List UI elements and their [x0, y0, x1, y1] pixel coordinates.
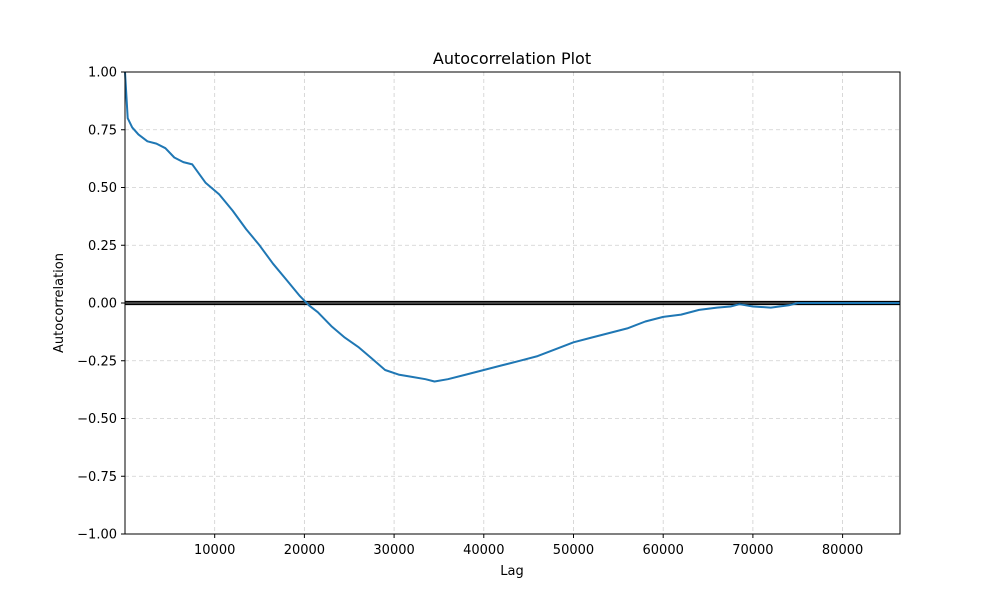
x-tick-label: 10000	[194, 543, 235, 558]
y-axis-ticks: 1.00 0.75 0.50 0.25 0.00 −0.25 −0.50 −0.75 −1.00	[77, 66, 125, 543]
y-tick-label: −0.75	[77, 470, 117, 485]
y-tick-label: −1.00	[77, 528, 117, 543]
y-tick-label: −0.50	[77, 412, 117, 427]
y-tick-label: 0.00	[88, 297, 117, 312]
x-tick-label: 70000	[732, 543, 773, 558]
autocorrelation-series-line	[124, 71, 900, 383]
y-tick-label: 0.25	[88, 239, 117, 254]
confidence-band	[125, 300, 900, 306]
x-axis-label: Lag	[500, 564, 523, 579]
x-tick-label: 40000	[463, 543, 504, 558]
x-axis-ticks: 10000 20000 30000 40000 50000 60000 70000 80000	[194, 534, 863, 558]
series-group	[124, 71, 900, 383]
y-tick-label: 0.50	[88, 181, 117, 196]
x-tick-label: 20000	[284, 543, 325, 558]
y-tick-label: 1.00	[88, 66, 117, 81]
x-tick-label: 80000	[822, 543, 863, 558]
y-tick-label: −0.25	[77, 354, 117, 369]
x-tick-label: 50000	[553, 543, 594, 558]
x-tick-label: 60000	[643, 543, 684, 558]
y-tick-label: 0.75	[88, 123, 117, 138]
x-tick-label: 30000	[373, 543, 414, 558]
chart-title: Autocorrelation Plot	[433, 49, 591, 68]
y-axis-label: Autocorrelation	[52, 253, 67, 353]
